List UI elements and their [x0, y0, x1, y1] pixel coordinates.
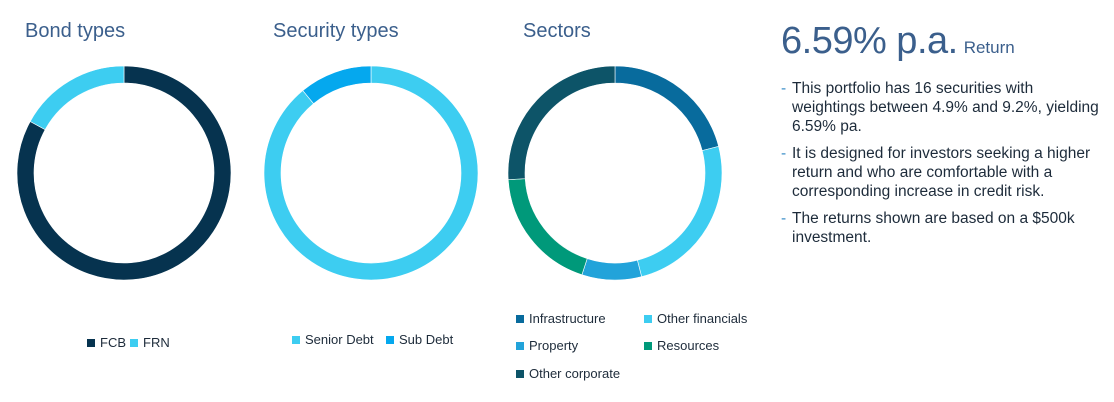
sectors-title: Sectors — [523, 20, 591, 42]
donut-slice-frn — [29, 65, 125, 131]
bullet-marker: - — [781, 80, 787, 97]
legend-item-property: Property — [516, 338, 578, 353]
legend-label-other-corporate: Other corporate — [529, 366, 621, 381]
legend-swatch-infrastructure — [516, 314, 524, 323]
note-text: The returns shown are based on a $500k i… — [792, 210, 1075, 246]
return-line: 6.59% p.a. Return — [781, 20, 1101, 63]
legend-item-frn: FRN — [130, 335, 170, 350]
note-item: - The returns shown are based on a $500k… — [781, 209, 1101, 247]
legend-label-resources: Resources — [657, 338, 720, 353]
security-types-title: Security types — [273, 20, 399, 42]
legend-item-sub-debt: Sub Debt — [386, 332, 453, 347]
legend-item-infrastructure: Infrastructure — [516, 311, 606, 326]
legend-swatch-senior-debt — [292, 335, 300, 344]
legend-item-other-financials: Other financials — [644, 311, 747, 326]
legend-item-other-corporate: Other corporate — [516, 366, 620, 381]
sectors-donut — [507, 65, 723, 281]
legend-item-resources: Resources — [644, 338, 719, 353]
legend-label-fcb: FCB — [100, 335, 126, 350]
bond-types-donut — [16, 65, 232, 281]
portfolio-notes: - This portfolio has 16 securities with … — [781, 79, 1101, 255]
donut-slice-other-financials — [637, 146, 723, 278]
donut-slice-resources — [507, 178, 588, 276]
return-value: 6.59% p.a. — [781, 20, 958, 62]
legend-swatch-frn — [130, 338, 138, 347]
bond-types-title: Bond types — [25, 20, 126, 42]
return-headline: 6.59% p.a. Return — [781, 20, 1101, 63]
legend-swatch-resources — [644, 341, 652, 350]
legend-label-property: Property — [529, 338, 579, 353]
note-item: - It is designed for investors seeking a… — [781, 144, 1101, 201]
donut-slice-other-corporate — [507, 65, 616, 181]
donut-slice-sub-debt — [302, 65, 372, 105]
donut-slice-senior-debt — [263, 65, 479, 281]
legend-label-sub-debt: Sub Debt — [399, 332, 454, 347]
legend-item-fcb: FCB — [87, 335, 126, 350]
legend-swatch-sub-debt — [386, 335, 394, 344]
legend-label-other-financials: Other financials — [657, 311, 748, 326]
return-label: Return — [963, 38, 1015, 57]
bullet-marker: - — [781, 210, 787, 227]
donut-slice-infrastructure — [614, 65, 720, 151]
donut-slice-fcb — [16, 65, 232, 281]
legend-label-infrastructure: Infrastructure — [529, 311, 606, 326]
note-text: It is designed for investors seeking a h… — [792, 145, 1091, 200]
legend-label-frn: FRN — [143, 335, 170, 350]
legend-label-senior-debt: Senior Debt — [305, 332, 374, 347]
note-text: This portfolio has 16 securities with we… — [792, 80, 1099, 135]
note-item: - This portfolio has 16 securities with … — [781, 79, 1101, 136]
security-types-donut — [263, 65, 479, 281]
legend-item-senior-debt: Senior Debt — [292, 332, 374, 347]
bullet-marker: - — [781, 145, 787, 162]
donut-slice-property — [581, 258, 642, 281]
legend-swatch-property — [516, 341, 524, 350]
legend-swatch-other-financials — [644, 314, 652, 323]
legend-swatch-fcb — [87, 338, 95, 347]
legend-swatch-other-corporate — [516, 369, 524, 378]
